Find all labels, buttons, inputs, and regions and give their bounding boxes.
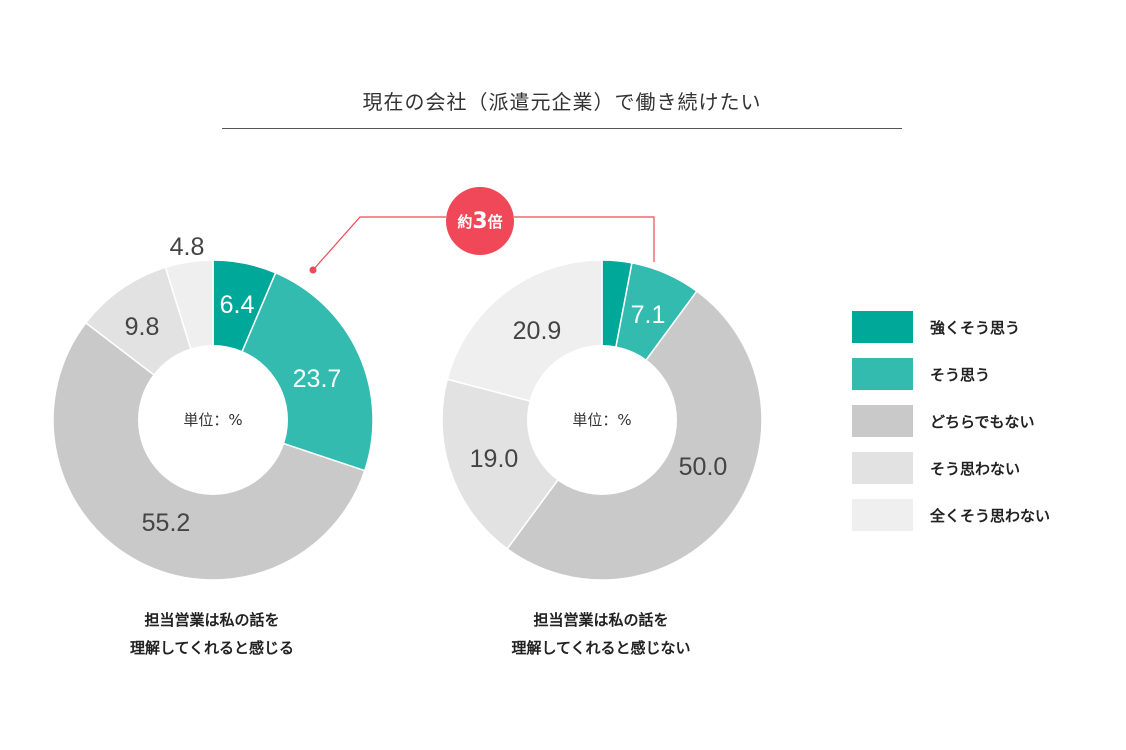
legend-item: 全くそう思わない bbox=[852, 499, 1050, 531]
donut-hole bbox=[138, 345, 288, 495]
unit-label: 単位：% bbox=[183, 411, 242, 429]
legend-swatch bbox=[852, 499, 913, 531]
badge-value: 3 bbox=[472, 208, 488, 234]
legend-swatch bbox=[852, 405, 913, 437]
donut-hole bbox=[527, 345, 677, 495]
slice-value-label: 3.0 bbox=[600, 233, 635, 261]
slice-value-label: 50.0 bbox=[679, 453, 728, 481]
legend-item: どちらでもない bbox=[852, 405, 1050, 437]
title-divider bbox=[222, 128, 902, 129]
chart-title: 現在の会社（派遣元企業）で働き続けたい bbox=[362, 90, 762, 114]
badge-prefix: 約 bbox=[457, 212, 473, 231]
connector-dot bbox=[309, 266, 317, 274]
donut-chart-left: 単位：% 6.4 23.7 55.2 9.8 4.8 bbox=[52, 233, 374, 581]
caption-line: 担当営業は私の話を bbox=[533, 611, 669, 629]
legend-swatch bbox=[852, 452, 913, 484]
legend-label: そう思う bbox=[930, 365, 991, 384]
slice-value-label: 19.0 bbox=[470, 445, 519, 473]
legend-item: 強くそう思う bbox=[852, 311, 1050, 343]
legend-label: 全くそう思わない bbox=[930, 506, 1051, 525]
slice-value-label: 7.1 bbox=[631, 301, 666, 329]
slice-value-label: 55.2 bbox=[142, 509, 191, 537]
donut-chart-right: 単位：% 3.0 7.1 50.0 19.0 20.9 bbox=[441, 233, 763, 581]
slice-value-label: 23.7 bbox=[293, 365, 342, 393]
legend-swatch bbox=[852, 311, 913, 343]
comparison-connector-left bbox=[312, 216, 446, 271]
legend-item: そう思う bbox=[852, 358, 1050, 390]
chart-caption-left: 担当営業は私の話を 理解してくれると感じる bbox=[62, 606, 362, 662]
legend-label: 強くそう思う bbox=[930, 318, 1021, 337]
legend-label: そう思わない bbox=[930, 459, 1021, 478]
badge-suffix: 倍 bbox=[487, 212, 503, 231]
slice-value-label: 9.8 bbox=[125, 313, 160, 341]
legend: 強くそう思う そう思う どちらでもない そう思わない 全くそう思わない bbox=[852, 311, 1050, 546]
legend-label: どちらでもない bbox=[930, 412, 1035, 431]
slice-value-label: 6.4 bbox=[220, 291, 255, 319]
chart-caption-right: 担当営業は私の話を 理解してくれると感じない bbox=[451, 606, 751, 662]
slice-value-label: 4.8 bbox=[170, 233, 205, 261]
unit-label: 単位：% bbox=[572, 411, 631, 429]
legend-swatch bbox=[852, 358, 913, 390]
legend-item: そう思わない bbox=[852, 452, 1050, 484]
caption-line: 理解してくれると感じない bbox=[511, 639, 691, 657]
comparison-connector-right bbox=[514, 216, 655, 262]
slice-value-label: 20.9 bbox=[513, 317, 562, 345]
caption-line: 理解してくれると感じる bbox=[129, 639, 295, 657]
caption-line: 担当営業は私の話を bbox=[144, 611, 280, 629]
